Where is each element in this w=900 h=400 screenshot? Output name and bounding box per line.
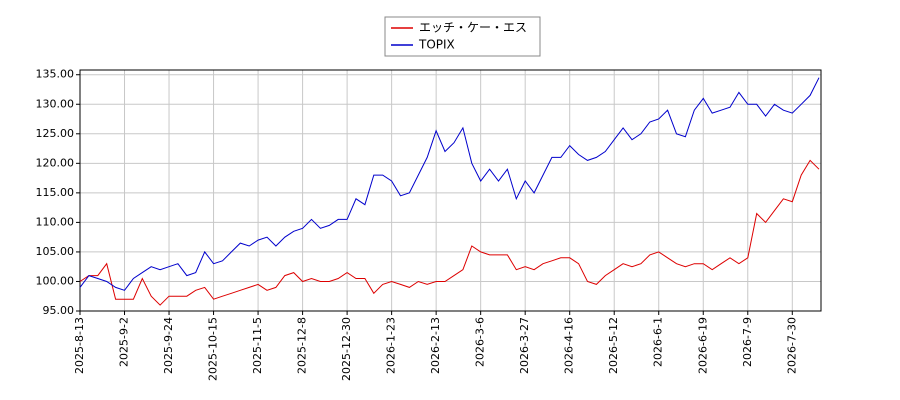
x-tick-label: 2025-9-24 bbox=[162, 317, 175, 374]
series-line bbox=[79, 159, 820, 306]
x-tick-label: 2026-2-13 bbox=[429, 317, 442, 374]
y-tick-label: 130.00 bbox=[36, 97, 75, 110]
legend-label: TOPIX bbox=[418, 38, 455, 52]
y-tick-label: 100.00 bbox=[36, 274, 75, 287]
y-tick-label: 120.00 bbox=[36, 156, 75, 169]
x-tick-label: 2026-7-9 bbox=[741, 317, 754, 367]
legend-label: エッチ・ケー・エス bbox=[419, 21, 527, 35]
plot-frame bbox=[79, 69, 822, 312]
legend: エッチ・ケー・エス TOPIX bbox=[384, 16, 541, 57]
x-tick-label: 2025-8-13 bbox=[73, 317, 86, 374]
y-tick-label: 95.00 bbox=[43, 304, 75, 317]
x-tick-label: 2026-4-16 bbox=[563, 317, 576, 374]
y-tick-label: 105.00 bbox=[36, 245, 75, 258]
y-tick-label: 115.00 bbox=[36, 186, 75, 199]
x-tick-label: 2025-9-2 bbox=[118, 317, 131, 367]
x-tick-label: 2025-11-5 bbox=[251, 317, 264, 374]
x-tick-label: 2026-3-27 bbox=[518, 317, 531, 374]
x-tick-label: 2026-3-6 bbox=[474, 317, 487, 367]
x-tick-label: 2026-6-19 bbox=[696, 317, 709, 374]
y-tick-label: 125.00 bbox=[36, 127, 75, 140]
x-tick-label: 2025-12-30 bbox=[340, 317, 353, 381]
x-tick-label: 2026-6-1 bbox=[652, 317, 665, 367]
x-tick-label: 2026-1-23 bbox=[385, 317, 398, 374]
x-tick-label: 2025-10-15 bbox=[207, 317, 220, 381]
y-tick-label: 135.00 bbox=[36, 68, 75, 81]
series-line bbox=[79, 77, 820, 291]
legend-box bbox=[384, 16, 541, 57]
y-tick-label: 110.00 bbox=[36, 215, 75, 228]
x-tick-label: 2025-12-8 bbox=[296, 317, 309, 374]
x-tick-label: 2026-5-12 bbox=[607, 317, 620, 374]
x-tick-label: 2026-7-30 bbox=[785, 317, 798, 374]
